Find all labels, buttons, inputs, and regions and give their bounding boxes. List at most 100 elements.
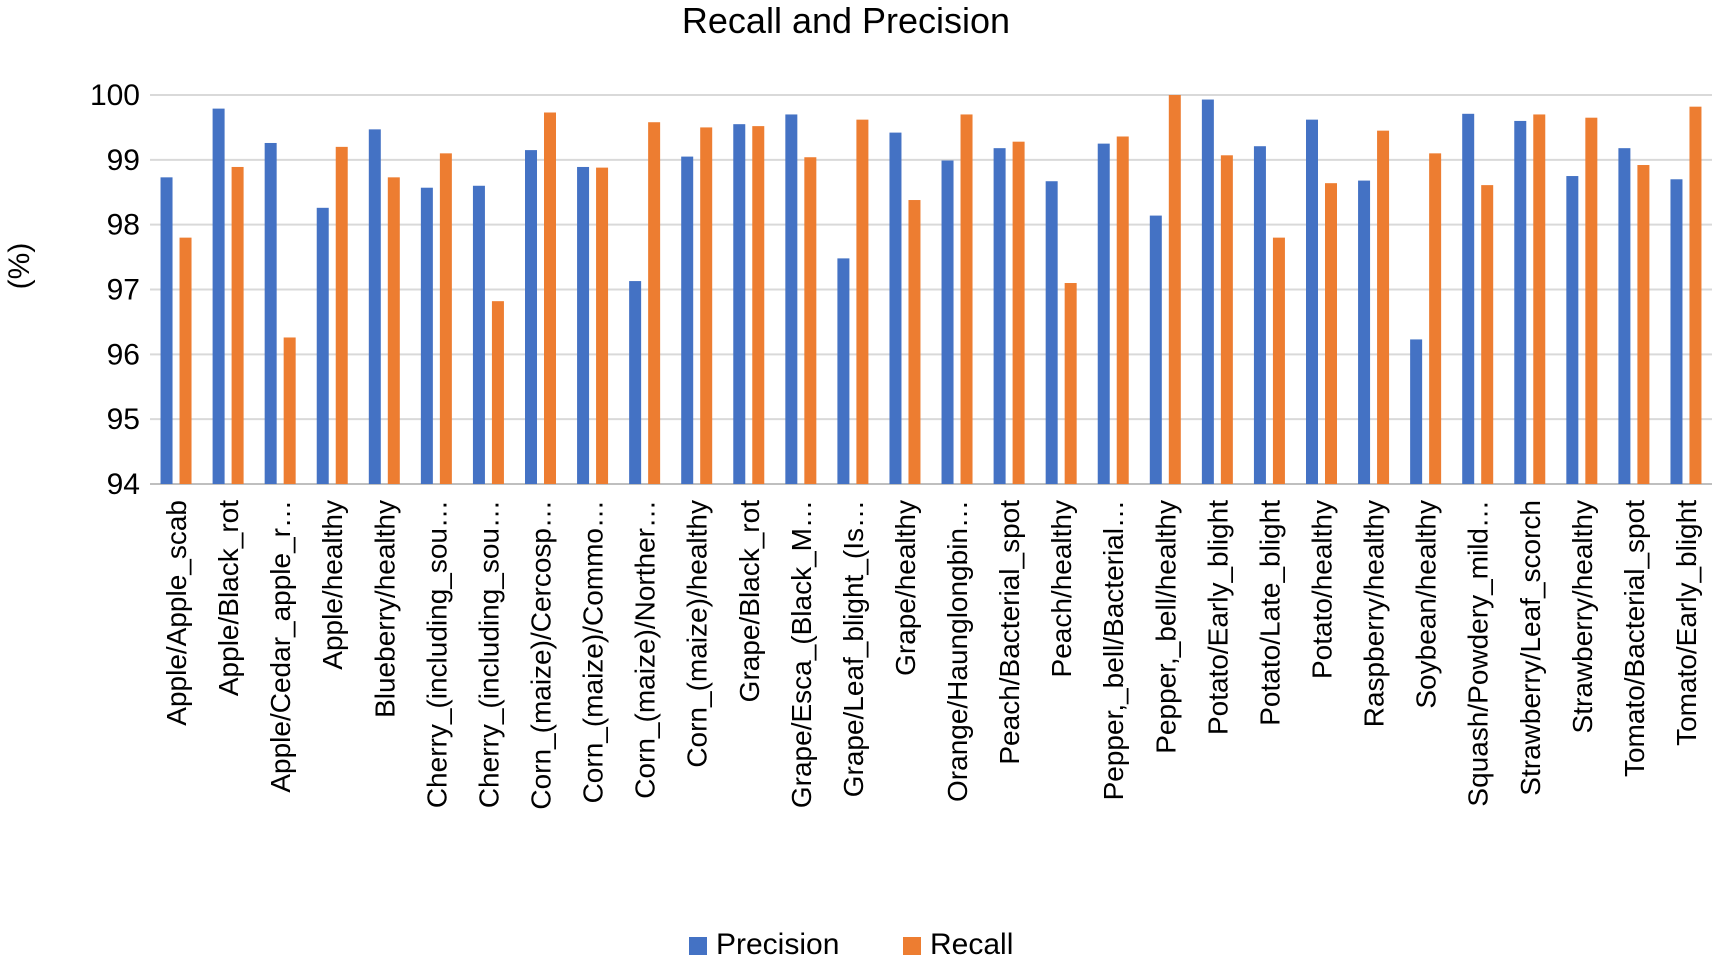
x-tick-label-11: Grape/Black_rot <box>734 500 765 703</box>
legend: Precision Recall <box>689 928 1013 961</box>
y-tick-100: 100 <box>90 79 140 112</box>
bar-recall-27 <box>1585 117 1598 485</box>
x-tick-label-15: Orange/Haunglongbin… <box>942 500 973 802</box>
y-tick-96: 96 <box>107 338 140 371</box>
x-tick-label-20: Potato/Early_blight <box>1202 500 1233 735</box>
bar-recall-10 <box>700 127 713 485</box>
bar-recall-5 <box>439 153 452 484</box>
bar-precision-7 <box>525 150 537 484</box>
bar-precision-15 <box>941 160 954 484</box>
bar-precision-14 <box>889 132 902 484</box>
bar-recall-19 <box>1168 95 1181 484</box>
bar-precision-25 <box>1462 113 1475 484</box>
bar-recall-17 <box>1064 283 1077 484</box>
bar-precision-20 <box>1201 99 1214 484</box>
bar-recall-7 <box>544 112 556 484</box>
x-tick-label-14: Grape/healthy <box>890 500 921 676</box>
bar-precision-22 <box>1306 119 1318 485</box>
y-tick-97: 97 <box>107 274 140 307</box>
bar-precision-3 <box>316 207 329 484</box>
x-tick-label-22: Potato/healthy <box>1307 500 1338 679</box>
bar-precision-2 <box>264 142 277 484</box>
bar-precision-19 <box>1149 215 1162 484</box>
bar-recall-22 <box>1325 183 1337 484</box>
bar-precision-0 <box>160 177 173 485</box>
y-tick-98: 98 <box>107 209 140 242</box>
x-tick-label-13: Grape/Leaf_blight_(Is… <box>838 500 869 797</box>
bar-precision-24 <box>1410 339 1423 484</box>
bar-recall-11 <box>752 126 765 485</box>
bars <box>160 95 1702 485</box>
x-tick-label-18: Pepper,_bell/Bacterial… <box>1098 500 1129 800</box>
x-tick-label-27: Strawberry/healthy <box>1567 500 1598 733</box>
bar-precision-26 <box>1514 120 1527 484</box>
bar-precision-21 <box>1253 146 1266 485</box>
x-tick-label-19: Pepper,_bell/healthy <box>1150 500 1181 754</box>
bar-recall-26 <box>1533 114 1546 484</box>
legend-label-precision: Precision <box>716 928 839 961</box>
y-tick-94: 94 <box>107 468 140 501</box>
x-tick-label-6: Cherry_(including_sou… <box>473 500 504 808</box>
x-tick-label-4: Blueberry/healthy <box>369 500 400 718</box>
legend-swatch-precision <box>689 937 707 955</box>
bar-recall-13 <box>856 119 869 485</box>
x-tick-label-26: Strawberry/Leaf_scorch <box>1515 500 1546 796</box>
x-tick-label-24: Soybean/healthy <box>1411 500 1442 709</box>
x-tick-label-8: Corn_(maize)/Commo… <box>578 500 609 803</box>
bar-precision-1 <box>212 108 225 485</box>
legend-swatch-recall <box>903 937 921 955</box>
x-tick-label-16: Peach/Bacterial_spot <box>994 500 1025 765</box>
bar-recall-28 <box>1637 165 1650 484</box>
bar-recall-4 <box>387 177 400 485</box>
bar-recall-2 <box>283 337 296 484</box>
bar-precision-6 <box>472 185 485 484</box>
bar-recall-24 <box>1429 153 1442 484</box>
bar-recall-8 <box>596 167 609 484</box>
bar-precision-8 <box>577 166 590 484</box>
x-tick-label-28: Tomato/Bacterial_spot <box>1619 500 1650 777</box>
bar-recall-0 <box>179 237 192 484</box>
x-tick-label-17: Peach/healthy <box>1046 500 1077 677</box>
chart-title: Recall and Precision <box>682 0 1010 41</box>
x-tick-label-21: Potato/Late_blight <box>1254 500 1285 726</box>
y-tick-99: 99 <box>107 144 140 177</box>
bar-recall-3 <box>335 146 348 484</box>
bar-precision-9 <box>629 281 642 484</box>
bar-precision-10 <box>681 156 694 484</box>
bar-recall-29 <box>1689 106 1702 485</box>
x-tick-label-3: Apple/healthy <box>317 500 348 670</box>
bar-precision-12 <box>785 114 798 484</box>
x-tick-label-10: Corn_(maize)/healthy <box>682 500 713 768</box>
bar-recall-16 <box>1012 141 1025 484</box>
y-tick-labels: 94 95 96 97 98 99 100 <box>90 79 140 501</box>
x-tick-label-25: Squash/Powdery_mild… <box>1463 500 1494 807</box>
bar-precision-4 <box>368 129 381 484</box>
bar-recall-23 <box>1377 130 1390 485</box>
bar-recall-18 <box>1116 136 1129 484</box>
bar-recall-1 <box>231 166 244 484</box>
x-tick-label-7: Corn_(maize)/Cercosp… <box>526 500 557 810</box>
bar-recall-14 <box>908 200 921 484</box>
x-tick-label-9: Corn_(maize)/Norther… <box>630 500 661 799</box>
y-axis-label: (%) <box>3 243 36 290</box>
bar-recall-6 <box>491 301 504 484</box>
x-tick-label-29: Tomato/Early_blight <box>1671 500 1702 746</box>
bar-precision-29 <box>1670 179 1683 485</box>
bar-precision-13 <box>837 258 850 484</box>
x-tick-labels: Apple/Apple_scab Apple/Black_rot Apple/Ced… <box>161 500 1702 810</box>
gridlines <box>150 94 1712 485</box>
bar-precision-11 <box>733 124 746 485</box>
bar-recall-15 <box>960 114 973 484</box>
bar-recall-25 <box>1481 185 1494 484</box>
bar-recall-12 <box>804 157 817 485</box>
x-tick-label-12: Grape/Esca_(Black_M… <box>786 500 817 808</box>
bar-precision-5 <box>420 187 433 484</box>
x-tick-label-5: Cherry_(including_sou… <box>421 500 452 808</box>
x-tick-label-0: Apple/Apple_scab <box>161 500 192 726</box>
legend-label-recall: Recall <box>930 928 1013 961</box>
bar-recall-9 <box>648 122 661 484</box>
bar-precision-27 <box>1566 176 1579 484</box>
bar-recall-20 <box>1220 155 1233 485</box>
x-tick-label-2: Apple/Cedar_apple_r… <box>265 500 296 793</box>
